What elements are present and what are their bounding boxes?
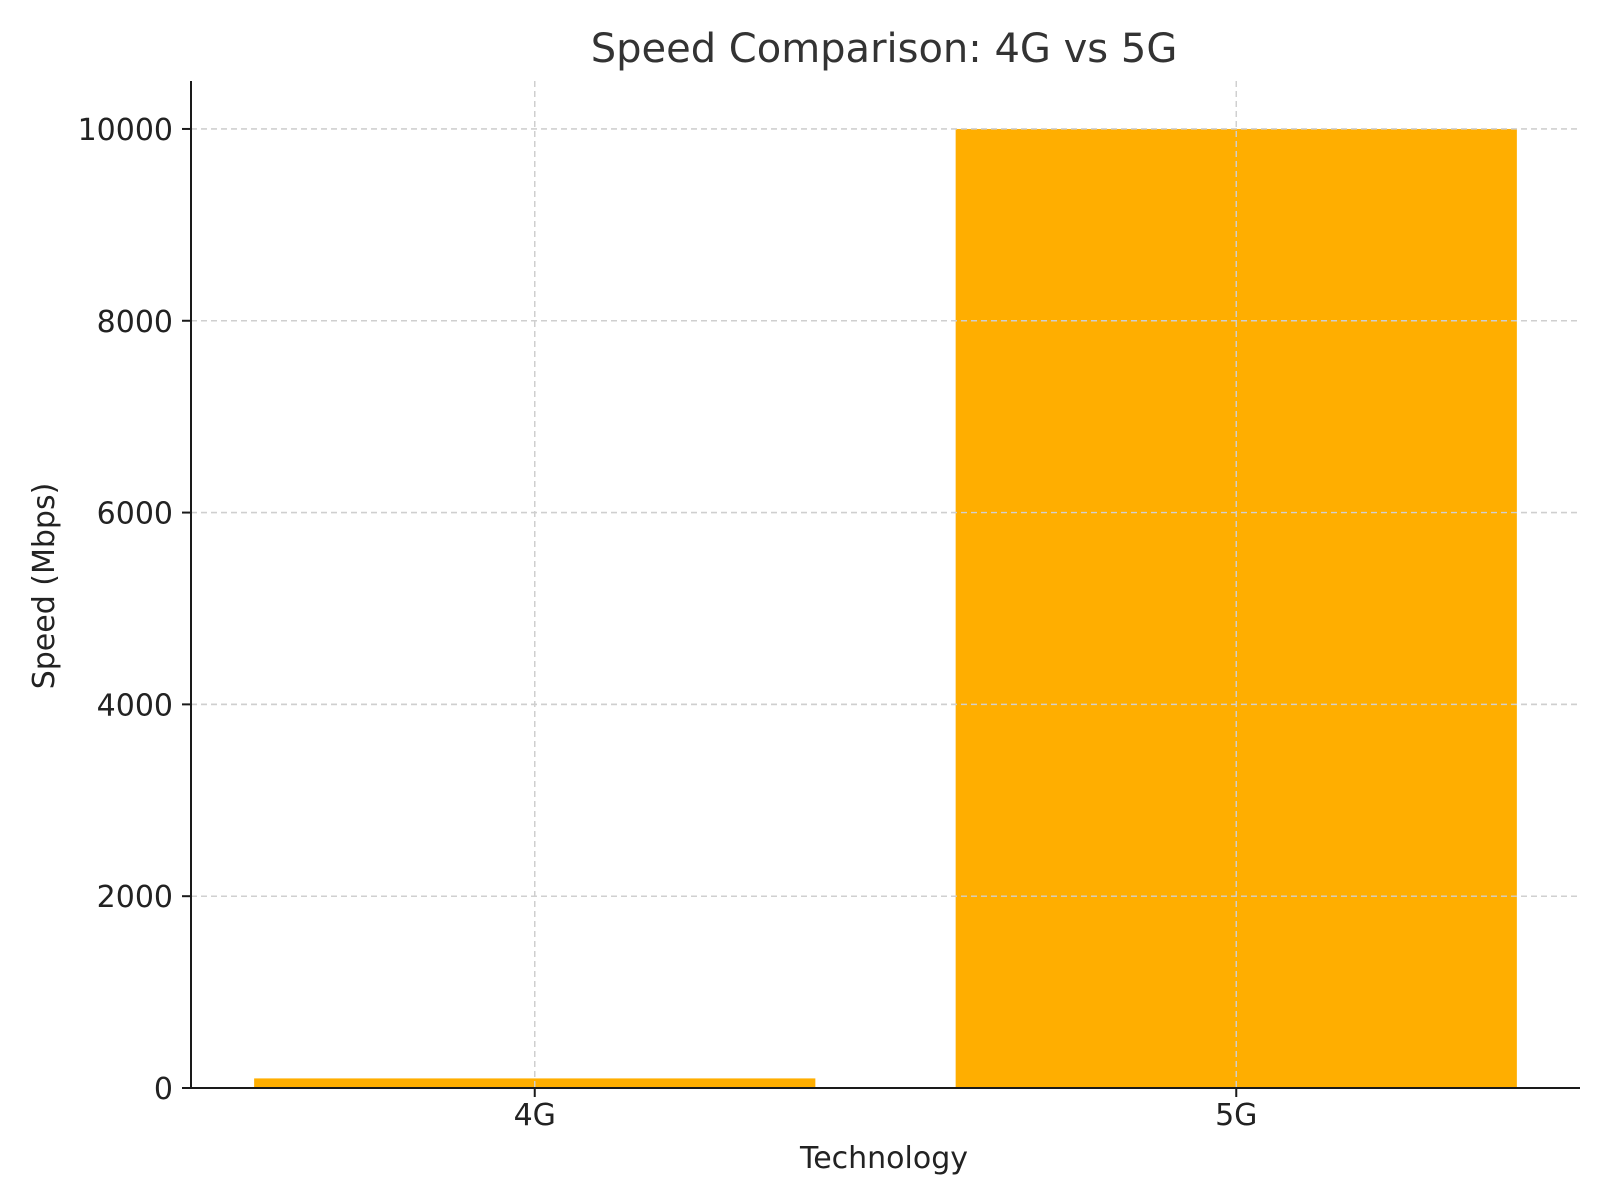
x-tick-label: 4G	[514, 1098, 556, 1133]
x-axis-label: Technology	[799, 1141, 968, 1176]
y-tick-label: 0	[154, 1072, 173, 1107]
y-tick-label: 10000	[78, 113, 173, 148]
x-axis-ticks: 4G 5G	[514, 1088, 1257, 1133]
y-axis-ticks: 0 2000 4000 6000 8000 10000	[78, 113, 191, 1107]
chart-title: Speed Comparison: 4G vs 5G	[591, 26, 1178, 72]
y-tick-label: 4000	[97, 688, 173, 723]
axes	[190, 81, 1580, 1089]
bars	[191, 81, 1580, 1088]
y-axis-label: Speed (Mbps)	[27, 483, 62, 690]
bar-5g	[955, 128, 1517, 1088]
y-tick-label: 2000	[97, 880, 173, 915]
y-tick-label: 6000	[97, 497, 173, 532]
x-tick-label: 5G	[1215, 1098, 1257, 1133]
y-tick-label: 8000	[97, 305, 173, 340]
